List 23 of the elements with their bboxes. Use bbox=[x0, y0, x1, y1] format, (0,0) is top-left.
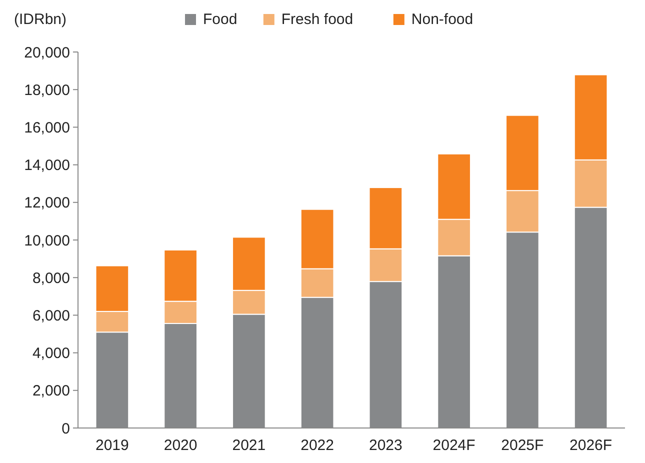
x-tick-label: 2021 bbox=[232, 437, 266, 454]
x-tick-label: 2024F bbox=[432, 437, 476, 454]
y-tick-label: 8,000 bbox=[32, 270, 70, 287]
y-tick-label: 16,000 bbox=[24, 119, 70, 136]
x-tick-label: 2020 bbox=[164, 437, 198, 454]
y-tick-label: 12,000 bbox=[24, 194, 70, 212]
x-tick-label: 2022 bbox=[300, 437, 334, 454]
y-tick-label: 20,000 bbox=[24, 44, 70, 62]
x-tick-label: 2023 bbox=[369, 437, 402, 454]
y-tick-label: 14,000 bbox=[24, 157, 70, 174]
y-axis-title: (IDRbn) bbox=[14, 11, 67, 28]
y-tick-label: 4,000 bbox=[32, 345, 70, 362]
x-tick-label: 2026F bbox=[570, 437, 612, 454]
legend-label: Food bbox=[203, 11, 238, 28]
y-tick-label: 6,000 bbox=[32, 307, 70, 324]
y-tick-label: 0 bbox=[62, 420, 70, 438]
y-tick-label: 18,000 bbox=[24, 82, 70, 99]
x-tick-label: 2025F bbox=[501, 437, 544, 454]
y-tick-label: 10,000 bbox=[24, 232, 70, 250]
y-tick-label: 2,000 bbox=[32, 382, 70, 400]
x-tick-label: 2019 bbox=[96, 437, 129, 454]
legend-label: Non-food bbox=[411, 11, 474, 28]
legend-label: Fresh food bbox=[281, 11, 354, 28]
